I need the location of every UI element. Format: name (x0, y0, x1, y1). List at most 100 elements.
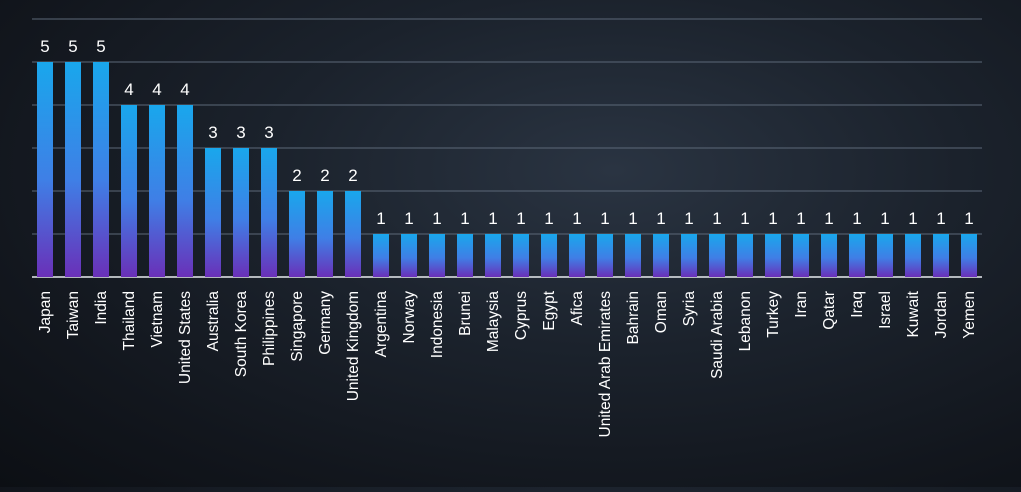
value-label: 1 (908, 209, 917, 228)
category-label: Yemen (961, 291, 978, 339)
bar-germany (317, 191, 333, 277)
bar-syria (681, 234, 697, 277)
bars (37, 62, 977, 277)
bar-argentina (373, 234, 389, 277)
bar-iraq (849, 234, 865, 277)
value-label: 1 (488, 209, 497, 228)
category-label: Vietnam (149, 291, 166, 348)
category-label: South Korea (233, 291, 250, 378)
bar-united-kingdom (345, 191, 361, 277)
value-label: 4 (152, 80, 161, 99)
category-label: Oman (653, 291, 670, 333)
bar-japan (37, 62, 53, 277)
bar-united-arab-emirates (597, 234, 613, 277)
category-label: Germany (317, 291, 334, 355)
value-label: 1 (656, 209, 665, 228)
category-label: Afica (569, 291, 586, 326)
bar-kuwait (905, 234, 921, 277)
value-label: 2 (320, 166, 329, 185)
category-label: Jordan (933, 291, 950, 338)
category-label: United Arab Emirates (597, 291, 614, 438)
value-label: 1 (544, 209, 553, 228)
bar-taiwan (65, 62, 81, 277)
value-label: 1 (712, 209, 721, 228)
category-label: Japan (37, 291, 54, 333)
value-label: 1 (600, 209, 609, 228)
value-label: 1 (376, 209, 385, 228)
value-label: 1 (572, 209, 581, 228)
bar-qatar (821, 234, 837, 277)
category-label: United States (177, 291, 194, 384)
gridlines (32, 18, 982, 278)
value-label: 1 (936, 209, 945, 228)
value-label: 1 (404, 209, 413, 228)
category-label: Cyprus (513, 291, 530, 340)
category-label: Lebanon (737, 291, 754, 351)
value-label: 1 (516, 209, 525, 228)
value-label: 1 (740, 209, 749, 228)
category-label: Philippines (261, 291, 278, 366)
category-label: Bahrain (625, 291, 642, 344)
category-label: Egypt (541, 290, 558, 330)
value-label: 2 (292, 166, 301, 185)
category-label: Indonesia (429, 291, 446, 359)
bar-singapore (289, 191, 305, 277)
category-label: Malaysia (485, 291, 502, 353)
bar-bahrain (625, 234, 641, 277)
category-label: Turkey (765, 291, 782, 338)
category-label: Brunei (457, 291, 474, 336)
bar-thailand (121, 105, 137, 277)
category-label: Argentina (373, 291, 390, 358)
value-label: 4 (180, 80, 189, 99)
value-label: 3 (208, 123, 217, 142)
value-label: 3 (264, 123, 273, 142)
value-label: 1 (684, 209, 693, 228)
category-labels: Japan Taiwan India Thailand Vietnam United St… (37, 290, 978, 437)
bar-australia (205, 148, 221, 277)
bar-norway (401, 234, 417, 277)
value-label: 1 (964, 209, 973, 228)
bar-south-korea (233, 148, 249, 277)
value-label: 1 (460, 209, 469, 228)
bar-brunei (457, 234, 473, 277)
value-label: 1 (880, 209, 889, 228)
value-label: 1 (852, 209, 861, 228)
bar-jordan (933, 234, 949, 277)
value-label: 2 (348, 166, 357, 185)
value-label: 1 (824, 209, 833, 228)
bar-saudi-arabia (709, 234, 725, 277)
category-label: Syria (681, 291, 698, 327)
category-label: Norway (401, 291, 418, 344)
category-label: Saudi Arabia (709, 291, 726, 379)
value-label: 4 (124, 80, 133, 99)
category-label: Taiwan (65, 291, 82, 339)
category-label: Kuwait (905, 290, 922, 337)
bar-yemen (961, 234, 977, 277)
category-label: Iran (793, 291, 810, 318)
bar-united-states (177, 105, 193, 277)
bar-iran (793, 234, 809, 277)
value-label: 5 (40, 37, 49, 56)
category-label: Israel (877, 291, 894, 329)
bar-cyprus (513, 234, 529, 277)
value-label: 1 (432, 209, 441, 228)
bar-turkey (765, 234, 781, 277)
value-label: 5 (96, 37, 105, 56)
category-label: United Kingdom (345, 291, 362, 401)
bar-vietnam (149, 105, 165, 277)
category-label: Australia (205, 291, 222, 352)
value-label: 1 (768, 209, 777, 228)
bar-egypt (541, 234, 557, 277)
category-label: Thailand (121, 291, 138, 350)
bar-afica (569, 234, 585, 277)
category-label: Qatar (821, 291, 838, 330)
bar-india (93, 62, 109, 277)
value-label: 5 (68, 37, 77, 56)
bar-israel (877, 234, 893, 277)
category-label: Singapore (289, 291, 306, 362)
value-label: 1 (796, 209, 805, 228)
value-label: 3 (236, 123, 245, 142)
bar-philippines (261, 148, 277, 277)
